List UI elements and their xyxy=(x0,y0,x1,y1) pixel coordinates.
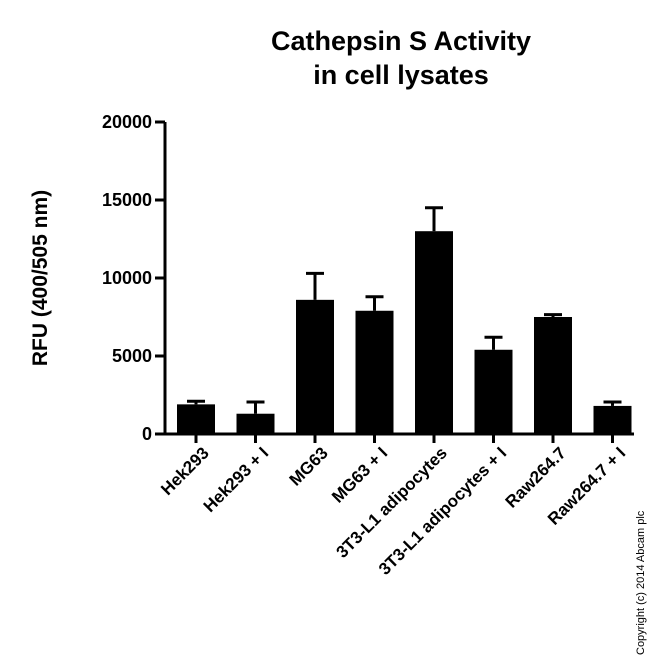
bar xyxy=(236,413,275,434)
bar xyxy=(177,404,215,434)
y-tick-label: 10000 xyxy=(102,268,152,288)
x-tick-label: MG63 xyxy=(286,443,332,489)
y-tick-label: 20000 xyxy=(102,112,152,132)
bars-group xyxy=(177,206,632,434)
x-tick-label: Hek293 xyxy=(157,443,213,499)
y-tick-label: 5000 xyxy=(112,346,152,366)
bar xyxy=(474,349,513,434)
chart-title-line2: in cell lysates xyxy=(313,60,489,90)
bar xyxy=(415,231,453,434)
x-tick-label: Hek293 + I xyxy=(200,443,273,516)
y-ticks-group: 0 5000 10000 15000 20000 xyxy=(102,112,165,444)
bar xyxy=(355,310,394,434)
copyright-text: Copyright (c) 2014 Abcam plc xyxy=(635,510,647,655)
bar xyxy=(296,299,334,434)
y-axis-label: RFU (400/505 nm) xyxy=(29,190,52,366)
bar xyxy=(593,405,632,434)
y-tick-label: 0 xyxy=(142,424,152,444)
chart-title-line1: Cathepsin S Activity xyxy=(271,26,531,56)
x-tick-label: MG63 + I xyxy=(328,443,391,506)
x-tick-label: 3T3-L1 adipocytes xyxy=(333,443,451,561)
y-tick-label: 15000 xyxy=(102,190,152,210)
bar xyxy=(534,317,572,434)
